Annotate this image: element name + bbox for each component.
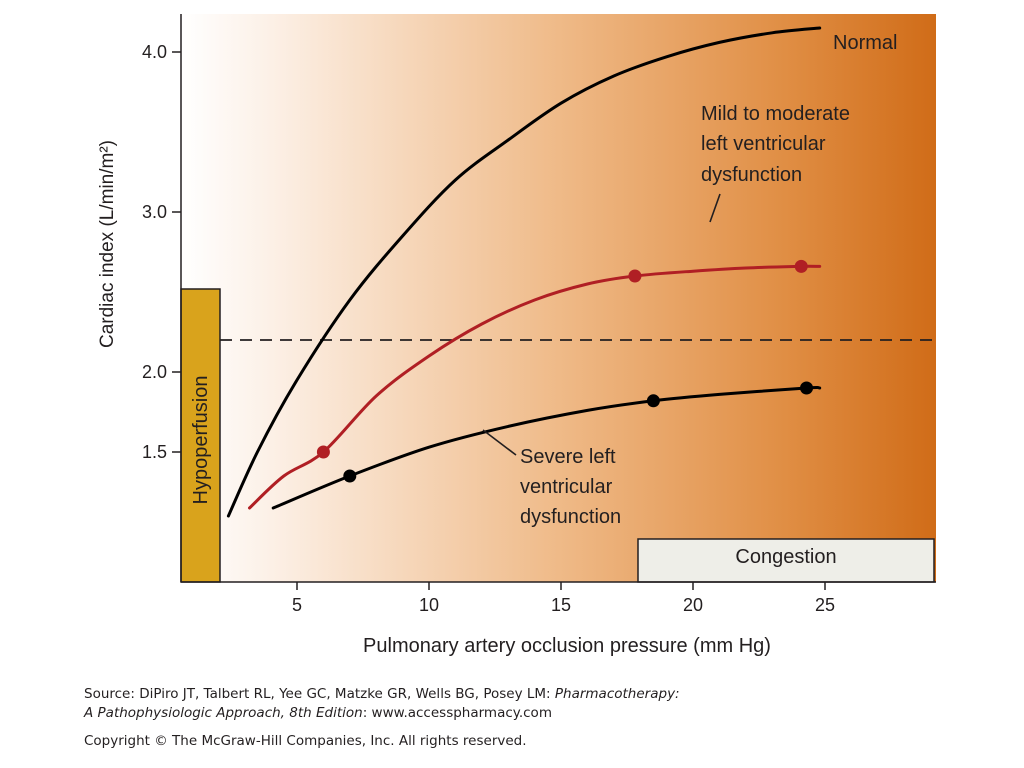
annotation-mild-leader xyxy=(709,193,721,223)
source-prefix: Source: DiPiro JT, Talbert RL, Yee GC, M… xyxy=(84,686,555,702)
x-tick-label: 10 xyxy=(419,595,439,615)
x-axis-label: Pulmonary artery occlusion pressure (mm … xyxy=(363,635,771,657)
x-tick-label: 25 xyxy=(815,595,835,615)
congestion-region xyxy=(637,538,935,583)
annotation-severe-leader xyxy=(482,429,517,456)
source-url: : www.accesspharmacy.com xyxy=(362,705,552,721)
copyright-line: Copyright © The McGraw-Hill Companies, I… xyxy=(84,733,527,749)
series-line-severe xyxy=(271,386,822,510)
source-line-2: A Pathophysiologic Approach, 8th Edition… xyxy=(84,705,552,721)
data-point-severe-1 xyxy=(343,469,357,483)
annotation-severe-line-3: dysfunction xyxy=(520,506,621,528)
hypoperfusion-region xyxy=(180,288,221,583)
plot-background xyxy=(181,14,936,582)
data-point-mild-1 xyxy=(316,445,330,459)
y-tick-label: 3.0 xyxy=(142,202,167,222)
annotation-normal: Normal xyxy=(833,32,897,54)
data-point-mild-2 xyxy=(628,269,642,283)
x-tick-label: 20 xyxy=(683,595,703,615)
hypoperfusion-label: Hypoperfusion xyxy=(190,376,212,505)
source-book-title: Pharmacotherapy: xyxy=(554,686,680,702)
annotation-severe-line-1: Severe left xyxy=(520,446,616,468)
data-point-mild-3 xyxy=(794,259,808,273)
y-tick-label: 1.5 xyxy=(142,442,167,462)
y-axis-label: Cardiac index (L/min/m²) xyxy=(97,140,118,348)
y-tick-label: 4.0 xyxy=(142,42,167,62)
x-tick-label: 15 xyxy=(551,595,571,615)
data-point-severe-3 xyxy=(800,381,814,395)
x-tick-label: 5 xyxy=(292,595,302,615)
markers-layer xyxy=(316,259,814,483)
congestion-label: Congestion xyxy=(735,546,836,568)
y-ticks: 1.5 2.0 3.0 4.0 xyxy=(142,42,181,462)
chart-svg: Hypoperfusion Congestion 5 10 15 20 25 1.5 2.… xyxy=(97,14,936,657)
annotation-mild-line-3: dysfunction xyxy=(701,164,802,186)
annotation-mild-line-1: Mild to moderate xyxy=(701,103,850,125)
annotation-mild-line-2: left ventricular xyxy=(701,133,826,155)
data-point-severe-2 xyxy=(646,394,660,408)
source-line-1: Source: DiPiro JT, Talbert RL, Yee GC, M… xyxy=(84,686,680,702)
x-ticks: 5 10 15 20 25 xyxy=(292,582,835,615)
source-book-subtitle: A Pathophysiologic Approach, 8th Edition xyxy=(84,705,363,721)
annotation-severe-line-2: ventricular xyxy=(520,476,613,498)
series-line-normal xyxy=(226,26,822,518)
y-tick-label: 2.0 xyxy=(142,362,167,382)
